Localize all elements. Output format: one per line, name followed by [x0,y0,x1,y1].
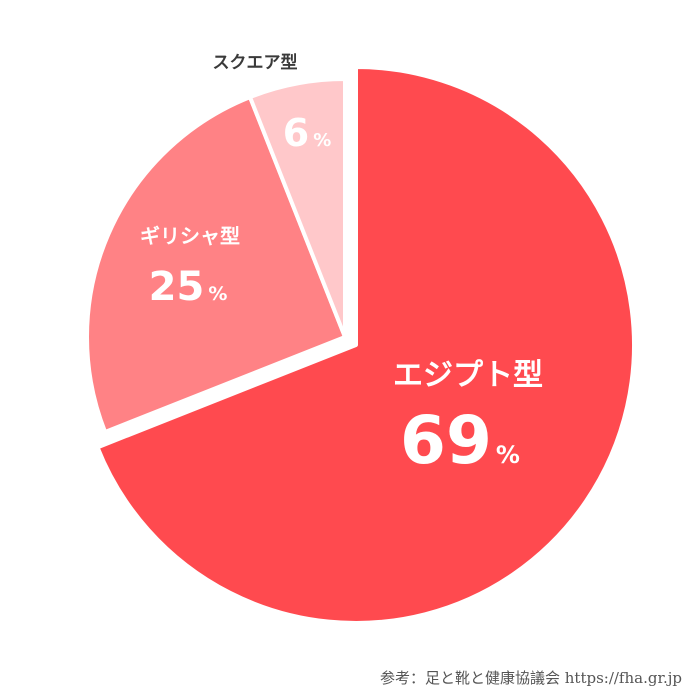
slice-label-3: スクエア型 [213,52,298,73]
source-note: 参考：足と靴と健康協議会 https://fha.gr.jp [379,669,682,687]
pie-slice-3 [248,77,347,339]
slice-label-1: エジプト型 [393,358,543,393]
pie-slice-2 [85,95,347,434]
slice-label-2: ギリシャ型 [140,224,240,248]
pie-slice-1 [95,65,636,625]
slice-value-1: 69% [400,402,520,479]
slice-value-2: 25% [149,264,228,310]
slice-value-3: 6% [283,111,332,155]
